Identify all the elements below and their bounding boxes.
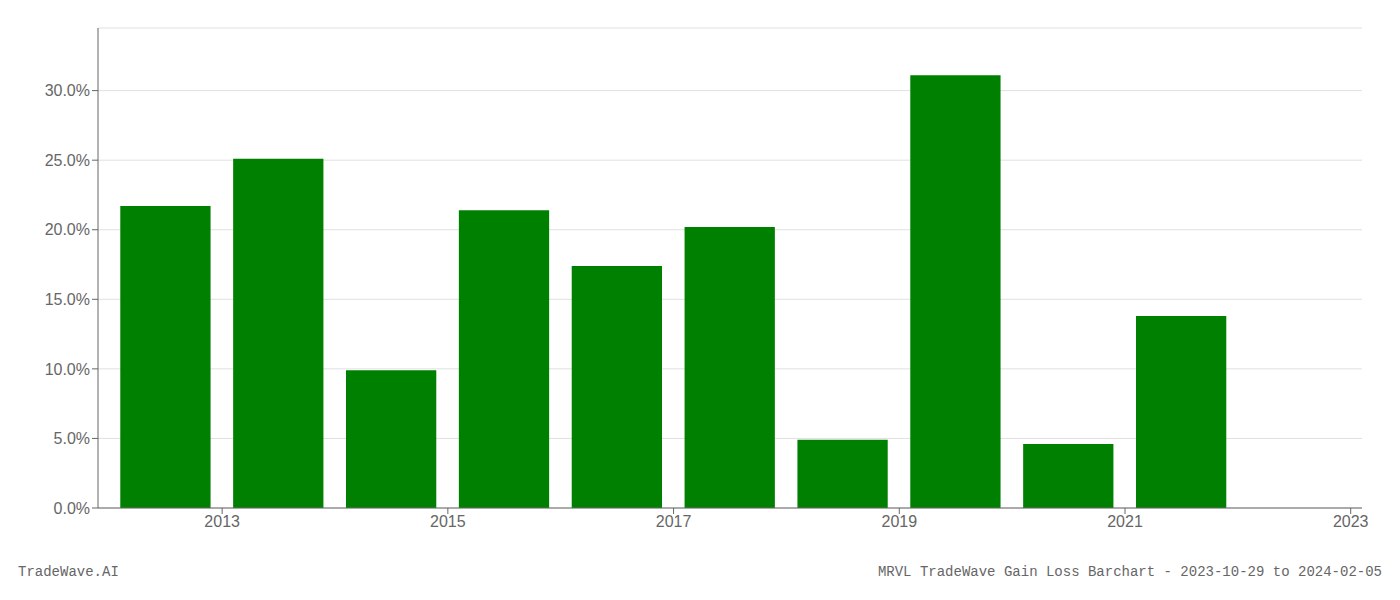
svg-text:30.0%: 30.0% — [45, 82, 90, 99]
svg-text:2021: 2021 — [1107, 513, 1143, 530]
svg-text:2015: 2015 — [430, 513, 466, 530]
html-text:TradeWave.AI: TradeWave.AI — [18, 564, 119, 580]
svg-text:15.0%: 15.0% — [45, 291, 90, 308]
html-text:MRVL TradeWave Gain Loss Barch: MRVL TradeWave Gain Loss Barchart - 2023… — [877, 564, 1382, 580]
svg-text:2019: 2019 — [881, 513, 917, 530]
svg-text:2013: 2013 — [204, 513, 240, 530]
svg-text:25.0%: 25.0% — [45, 152, 90, 169]
svg-text:0.0%: 0.0% — [54, 500, 90, 517]
svg-text:10.0%: 10.0% — [45, 361, 90, 378]
svg-text:2023: 2023 — [1333, 513, 1369, 530]
svg-text:5.0%: 5.0% — [54, 430, 90, 447]
svg-text:2017: 2017 — [656, 513, 692, 530]
svg-text:20.0%: 20.0% — [45, 221, 90, 238]
